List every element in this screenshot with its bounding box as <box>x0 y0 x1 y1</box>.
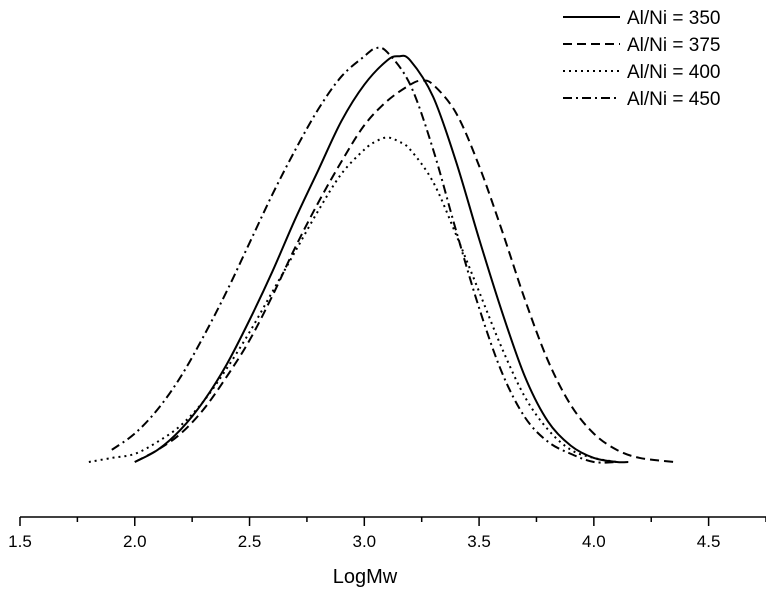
x-tick-label: 2.0 <box>123 532 147 551</box>
legend-label: Al/Ni = 400 <box>627 62 720 83</box>
legend-label: Al/Ni = 450 <box>627 89 720 110</box>
x-tick-label: 3.0 <box>352 532 376 551</box>
legend-item: Al/Ni = 350 <box>563 8 720 29</box>
legend-item: Al/Ni = 400 <box>563 62 720 83</box>
legend-label: Al/Ni = 375 <box>627 35 720 56</box>
legend: Al/Ni = 350 Al/Ni = 375 Al/Ni = 400 Al/Ni =… <box>563 8 720 110</box>
x-tick-label: 4.5 <box>697 532 721 551</box>
series-line-4 <box>111 46 617 464</box>
x-tick-label: 3.5 <box>467 532 491 551</box>
x-tick-label: 1.5 <box>8 532 32 551</box>
x-axis-ticks: 1.5 2.0 2.5 3.0 3.5 4.0 4.5 <box>8 517 766 551</box>
legend-item: Al/Ni = 375 <box>563 35 720 56</box>
series-line-2 <box>134 79 675 463</box>
series-line-1 <box>134 54 629 464</box>
legend-label: Al/Ni = 350 <box>627 8 720 29</box>
plot-area <box>88 46 675 464</box>
x-axis-label: LogMw <box>333 566 398 588</box>
legend-item: Al/Ni = 450 <box>563 89 720 110</box>
x-tick-label: 4.0 <box>582 532 606 551</box>
series-line-3 <box>88 136 617 463</box>
x-tick-label: 2.5 <box>238 532 262 551</box>
